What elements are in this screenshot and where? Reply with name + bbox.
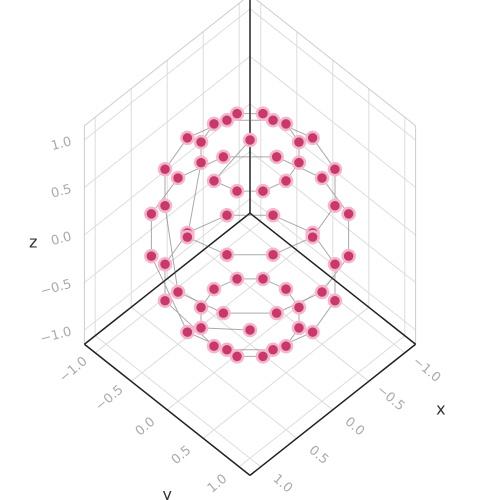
marker xyxy=(216,149,231,165)
y-tick-label: 1.0 xyxy=(205,472,230,497)
marker xyxy=(291,300,307,315)
marker xyxy=(157,198,173,213)
marker xyxy=(206,116,222,132)
marker xyxy=(269,305,284,321)
marker xyxy=(144,206,159,222)
grid-line xyxy=(166,278,334,411)
grid-line xyxy=(84,56,251,188)
grid-line xyxy=(249,56,416,188)
marker xyxy=(341,248,356,264)
marker xyxy=(291,134,307,150)
z-tick-label: 1.0 xyxy=(49,134,73,154)
marker xyxy=(170,170,186,186)
marker xyxy=(170,284,186,300)
marker xyxy=(180,130,195,146)
marker xyxy=(242,322,258,338)
axis-line xyxy=(83,212,251,345)
marker xyxy=(278,116,294,132)
marker xyxy=(229,106,245,121)
marker xyxy=(278,173,294,189)
marker xyxy=(327,257,343,272)
marker xyxy=(229,271,245,287)
z-tick-label: −0.5 xyxy=(39,277,73,300)
x-tick-label: −1.0 xyxy=(409,354,443,386)
marker xyxy=(193,300,209,315)
x-tick-label: 1.0 xyxy=(270,472,295,497)
grid-line xyxy=(130,249,298,382)
marker xyxy=(305,324,320,340)
marker xyxy=(219,207,235,223)
marker xyxy=(206,338,222,354)
box-edge xyxy=(84,0,245,127)
marker xyxy=(193,155,209,170)
marker xyxy=(219,112,235,128)
marker xyxy=(219,342,235,358)
grid-line xyxy=(249,8,416,141)
marker xyxy=(305,130,320,146)
x-tick-label: −0.5 xyxy=(373,383,407,415)
y-tick-label: −0.5 xyxy=(93,383,127,415)
z-axis-title: z xyxy=(29,233,37,252)
marker xyxy=(255,271,271,287)
marker xyxy=(193,134,209,150)
marker xyxy=(157,162,173,177)
marker xyxy=(327,198,343,213)
marker xyxy=(265,342,281,358)
box-edge xyxy=(255,0,416,127)
marker xyxy=(229,349,245,364)
x-axis-line xyxy=(249,343,417,476)
marker xyxy=(314,170,330,186)
grid-line xyxy=(249,151,416,283)
marker xyxy=(219,247,235,263)
marker xyxy=(206,281,222,297)
x-tick-label: 0.5 xyxy=(306,443,331,468)
marker xyxy=(255,349,271,364)
marker xyxy=(327,162,343,177)
marker xyxy=(242,132,258,148)
y-axis-title: y xyxy=(162,485,171,500)
marker xyxy=(314,284,330,300)
marker xyxy=(269,149,284,165)
marker xyxy=(291,320,307,336)
grid-line xyxy=(202,306,370,439)
y-tick-label: 0.5 xyxy=(169,443,194,468)
marker xyxy=(216,305,231,321)
marker xyxy=(157,293,173,308)
y-tick-label: −1.0 xyxy=(57,354,91,386)
z-tick-label: 0.5 xyxy=(49,182,73,202)
marker xyxy=(144,248,159,264)
marker xyxy=(180,229,195,245)
x-tick-label: 0.0 xyxy=(342,415,367,440)
marker xyxy=(265,112,281,128)
marker xyxy=(278,338,294,354)
marker xyxy=(291,155,307,170)
marker xyxy=(278,281,294,297)
y-tick-label: 0.0 xyxy=(133,415,158,440)
marker xyxy=(193,320,209,336)
marker xyxy=(180,324,195,340)
marker xyxy=(265,207,281,223)
grid-line xyxy=(84,8,251,141)
marker xyxy=(255,183,271,199)
marker xyxy=(229,183,245,199)
z-tick-label: −1.0 xyxy=(39,324,73,347)
x-axis-title: x xyxy=(436,399,445,418)
y-axis-line xyxy=(83,343,251,476)
marker xyxy=(305,229,320,245)
marker xyxy=(327,293,343,308)
marker xyxy=(157,257,173,272)
axis-line xyxy=(249,212,417,345)
grid-line xyxy=(238,335,406,468)
marker xyxy=(255,106,271,121)
marker xyxy=(206,173,222,189)
z-tick-label: 0.0 xyxy=(49,229,73,249)
marker xyxy=(341,206,356,222)
marker xyxy=(265,247,281,263)
